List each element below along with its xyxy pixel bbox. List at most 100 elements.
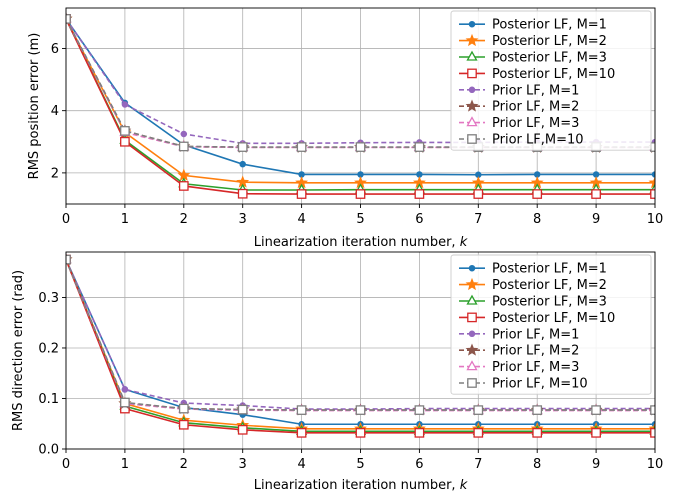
legend-marker	[465, 99, 479, 112]
data-point	[239, 160, 246, 168]
legend-item: Prior LF, M=1	[459, 83, 579, 98]
legend-item: Prior LF, M=10	[459, 377, 588, 392]
legend-label: Prior LF, M=1	[492, 327, 579, 342]
data-point	[120, 397, 130, 408]
legend-item: Posterior LF, M=1	[459, 262, 607, 277]
legend-item: Prior LF, M=3	[459, 360, 579, 375]
legend-item: Prior LF,M=10	[459, 133, 584, 148]
legend-marker	[465, 343, 479, 356]
legend-item: Posterior LF, M=2	[459, 277, 607, 293]
data-point	[237, 142, 248, 152]
legend-item: Posterior LF, M=1	[459, 18, 607, 33]
legend-item: Prior LF, M=3	[459, 116, 579, 131]
legend-marker	[467, 378, 477, 388]
data-point	[296, 427, 307, 438]
data-point	[532, 405, 543, 415]
data-point	[66, 14, 71, 24]
legend-label: Prior LF, M=10	[492, 377, 588, 392]
y-tick-label: 2	[51, 166, 59, 181]
data-point	[180, 130, 188, 138]
y-axis-label: RMS direction error (rad)	[11, 270, 26, 431]
series-posterior-lf-m-10	[66, 14, 655, 199]
data-point	[414, 405, 425, 415]
data-point	[414, 142, 425, 152]
data-point	[120, 126, 130, 136]
legend-box	[450, 10, 652, 151]
data-point	[355, 189, 366, 199]
y-axis-label: RMS position error (m)	[27, 33, 42, 180]
legend-label: Posterior LF, M=3	[492, 51, 607, 66]
data-point	[178, 403, 189, 414]
x-tick-label: 7	[474, 457, 482, 472]
series-posterior-lf-m-10	[66, 254, 655, 438]
x-tick-label: 8	[533, 212, 541, 227]
legend-label: Prior LF, M=1	[492, 83, 579, 98]
data-point	[591, 405, 601, 415]
x-tick-label: 0	[62, 212, 70, 227]
x-axis-label: Linearization iteration number, k	[254, 235, 468, 250]
data-point	[473, 427, 484, 438]
x-tick-label: 8	[533, 457, 541, 472]
x-tick-label: 9	[592, 457, 600, 472]
legend-label: Posterior LF, M=3	[492, 295, 607, 310]
data-point	[414, 189, 425, 199]
legend-item: Posterior LF, M=3	[459, 51, 607, 66]
data-point	[178, 181, 189, 191]
legend-label: Posterior LF, M=2	[492, 278, 607, 293]
legend-label: Prior LF, M=3	[492, 116, 579, 131]
legend-marker	[466, 294, 478, 305]
data-point	[651, 171, 655, 178]
legend-item: Prior LF, M=1	[459, 327, 579, 342]
data-point	[296, 189, 307, 199]
x-tick-label: 6	[415, 457, 423, 472]
data-point	[473, 405, 484, 415]
legend-marker	[468, 330, 476, 338]
series-line	[66, 259, 655, 411]
x-tick-label: 2	[180, 457, 188, 472]
legend-marker	[467, 134, 477, 144]
data-point	[178, 419, 189, 430]
legend-marker	[466, 50, 478, 61]
legend-item: Posterior LF, M=3	[459, 295, 607, 310]
legend-marker	[468, 86, 476, 94]
data-point	[532, 189, 543, 199]
legend-label: Posterior LF, M=10	[492, 311, 615, 326]
data-point	[355, 142, 366, 152]
x-tick-label: 0	[62, 457, 70, 472]
x-tick-label: 2	[180, 212, 188, 227]
x-tick-label: 3	[239, 212, 247, 227]
data-point	[237, 188, 248, 199]
x-tick-label: 3	[239, 457, 247, 472]
legend-label: Prior LF, M=2	[492, 344, 579, 359]
data-point	[473, 189, 484, 199]
y-tick-label: 4	[51, 104, 59, 119]
data-point	[532, 427, 543, 438]
x-tick-label: 4	[297, 457, 305, 472]
data-point	[237, 424, 248, 435]
legend-marker	[466, 116, 478, 127]
data-point	[66, 254, 71, 265]
data-point	[591, 189, 601, 199]
data-point	[296, 142, 307, 152]
direction-error-plot: 0 1 2 3 4 5 6 7 8 9 10 0.0 0.1 0.2 0.3 Linearization it…	[11, 251, 663, 493]
legend-item: Posterior LF, M=2	[459, 33, 607, 49]
x-tick-label: 4	[297, 212, 305, 227]
data-point	[121, 386, 129, 393]
y-tick-label: 6	[51, 42, 59, 57]
legend-marker	[467, 312, 477, 323]
legend-box	[450, 254, 652, 395]
legend-item: Posterior LF, M=10	[459, 311, 615, 326]
x-axis-label: Linearization iteration number, k	[254, 478, 468, 493]
data-point	[121, 101, 129, 108]
legend-marker	[467, 68, 477, 79]
legend-marker	[466, 360, 478, 371]
legend-label: Prior LF,M=10	[492, 133, 584, 148]
data-point	[296, 405, 307, 415]
x-tick-label: 6	[415, 212, 423, 227]
data-point	[355, 405, 366, 415]
x-tick-label: 1	[121, 457, 129, 472]
legend-label: Posterior LF, M=1	[492, 18, 607, 33]
data-point	[178, 141, 189, 152]
